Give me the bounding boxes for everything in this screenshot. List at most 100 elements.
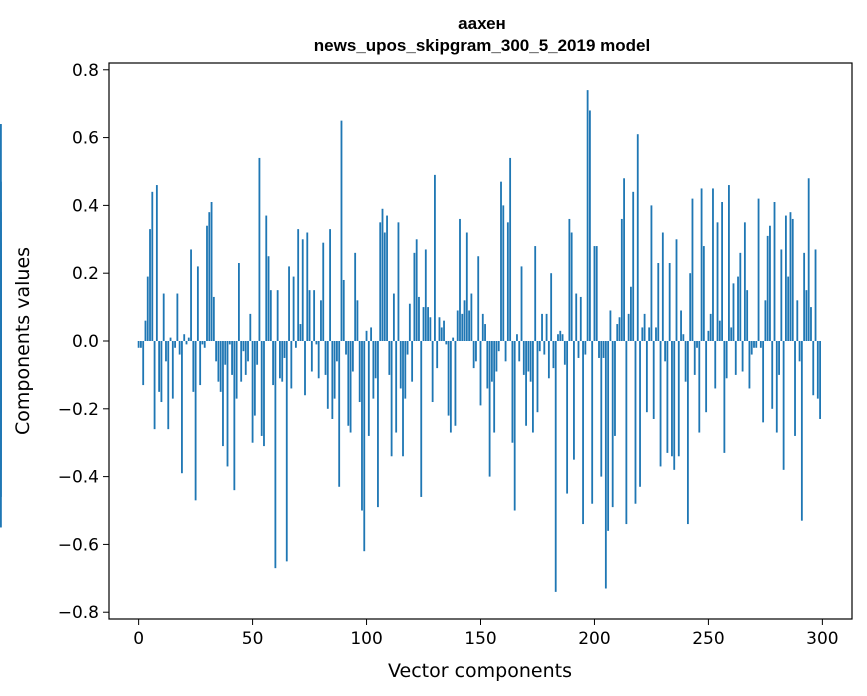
bar-294 [807, 178, 810, 341]
bar-184 [557, 334, 559, 341]
y-tick-label: 0.2 [72, 264, 99, 284]
bar-128 [429, 317, 432, 341]
bar-145 [468, 310, 471, 341]
bar-177 [541, 313, 543, 341]
bar-186 [561, 334, 564, 341]
x-tick-label: 100 [350, 629, 382, 649]
bar-124 [420, 341, 423, 497]
bar-120 [411, 341, 414, 382]
bar-73 [304, 341, 306, 396]
bar-105 [377, 341, 379, 508]
bar-258 [725, 341, 728, 379]
bar-83 [326, 341, 329, 409]
bar-123 [418, 296, 420, 341]
bar-290 [798, 341, 801, 362]
bar-79 [317, 341, 320, 379]
bar-292 [803, 252, 806, 341]
bar-178 [543, 341, 546, 355]
bar-162 [506, 222, 509, 341]
bar-150 [479, 341, 482, 406]
bar-72 [301, 239, 304, 341]
bar-99 [363, 341, 366, 552]
bar-279 [773, 202, 776, 341]
x-tick-label: 200 [578, 629, 610, 649]
bar-255 [718, 320, 721, 341]
bar-90 [342, 279, 345, 341]
bar-136 [447, 341, 450, 416]
bar-144 [465, 232, 468, 341]
bar-282 [780, 249, 783, 341]
bar-278 [771, 341, 774, 409]
x-axis-label: Vector components [388, 660, 572, 682]
bar-220 [639, 341, 641, 487]
bar-210 [616, 324, 619, 341]
x-tick-label: 50 [242, 629, 264, 649]
bar-67 [290, 341, 293, 389]
bar-285 [787, 276, 790, 341]
bar-80 [320, 300, 322, 341]
bar-175 [536, 341, 539, 413]
bar-242 [689, 273, 692, 341]
bar-36 [219, 341, 222, 392]
bar-161 [504, 341, 507, 362]
bar-103 [372, 341, 375, 399]
bar-61 [276, 290, 279, 341]
bar-74 [306, 232, 309, 341]
bar-30 [206, 225, 208, 341]
bar-20 [183, 334, 186, 341]
bar-176 [538, 341, 541, 352]
bar-110 [388, 341, 391, 375]
bar-35 [217, 341, 220, 382]
bar-216 [630, 286, 632, 341]
bar-264 [739, 252, 742, 341]
bar-206 [607, 341, 610, 531]
bar-182 [552, 341, 555, 369]
bar-214 [625, 341, 628, 525]
bar-40 [228, 341, 231, 345]
bar-91 [345, 341, 347, 355]
bar-269 [750, 341, 753, 355]
bar-223 [645, 341, 648, 413]
bar-190 [570, 232, 573, 341]
bar-226 [652, 341, 655, 419]
bar-165 [513, 341, 516, 511]
bar-62 [279, 341, 281, 379]
bar-104 [374, 341, 377, 379]
bar-25 [194, 341, 197, 501]
bar-257 [723, 341, 726, 453]
bar-58 [269, 290, 272, 341]
bar-298 [816, 341, 819, 399]
bar-52 [256, 341, 259, 365]
bar-259 [728, 185, 730, 341]
chart-title-line1: аахен [458, 14, 506, 33]
bar-169 [522, 341, 525, 375]
bar-293 [805, 290, 808, 341]
bar-227 [655, 327, 657, 341]
bar-156 [493, 341, 496, 433]
y-tick-label: 0.6 [72, 129, 99, 149]
bar-172 [529, 341, 532, 382]
bar-249 [705, 341, 708, 413]
bar-60 [274, 341, 277, 569]
bar-262 [734, 341, 737, 375]
bar-277 [769, 225, 771, 341]
bar-7 [153, 341, 156, 430]
bar-200 [593, 246, 596, 341]
bar-153 [486, 341, 489, 389]
x-tick-label: 250 [692, 629, 724, 649]
bar-240 [684, 341, 687, 382]
bar-281 [778, 341, 780, 375]
bar-142 [461, 313, 464, 341]
bar-97 [358, 341, 361, 403]
bar-56 [265, 215, 268, 341]
bar-33 [212, 296, 215, 341]
bar-287 [791, 218, 794, 341]
bar-267 [746, 290, 749, 341]
bar-82 [324, 341, 327, 375]
bar-78 [315, 341, 318, 345]
x-axis: 0 50 100 150 200 250 300 [133, 619, 839, 649]
bar-21 [185, 341, 188, 345]
bar-135 [445, 341, 448, 345]
bar-28 [201, 341, 204, 345]
